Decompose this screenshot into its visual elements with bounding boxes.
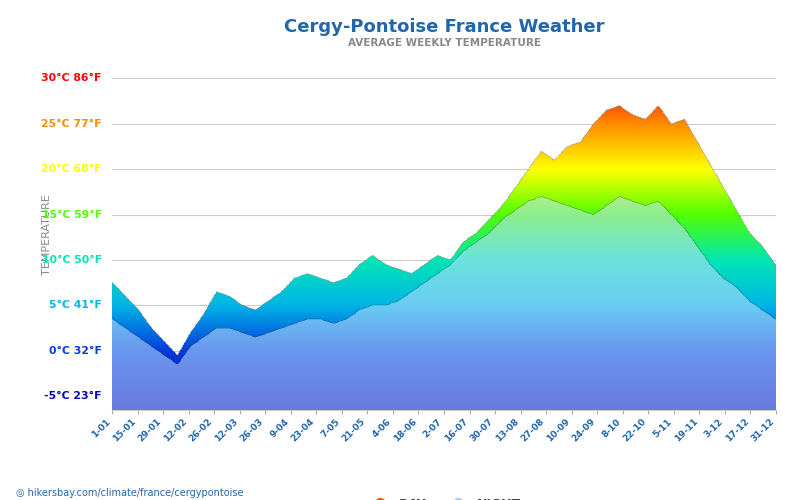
Title: Cergy-Pontoise France Weather: Cergy-Pontoise France Weather: [284, 18, 604, 36]
Text: -5°C 23°F: -5°C 23°F: [44, 392, 102, 402]
Text: 0°C 32°F: 0°C 32°F: [49, 346, 102, 356]
Text: 5°C 41°F: 5°C 41°F: [49, 300, 102, 310]
Text: ◎ hikersbay.com/climate/france/cergypontoise: ◎ hikersbay.com/climate/france/cergypont…: [16, 488, 243, 498]
Text: 15°C 59°F: 15°C 59°F: [42, 210, 102, 220]
Text: 30°C 86°F: 30°C 86°F: [42, 73, 102, 83]
Text: 25°C 77°F: 25°C 77°F: [42, 118, 102, 128]
Text: 10°C 50°F: 10°C 50°F: [42, 255, 102, 265]
Text: AVERAGE WEEKLY TEMPERATURE: AVERAGE WEEKLY TEMPERATURE: [347, 38, 541, 48]
Text: 20°C 68°F: 20°C 68°F: [42, 164, 102, 174]
Legend: DAY, NIGHT: DAY, NIGHT: [362, 492, 526, 500]
Y-axis label: TEMPERATURE: TEMPERATURE: [42, 194, 52, 276]
